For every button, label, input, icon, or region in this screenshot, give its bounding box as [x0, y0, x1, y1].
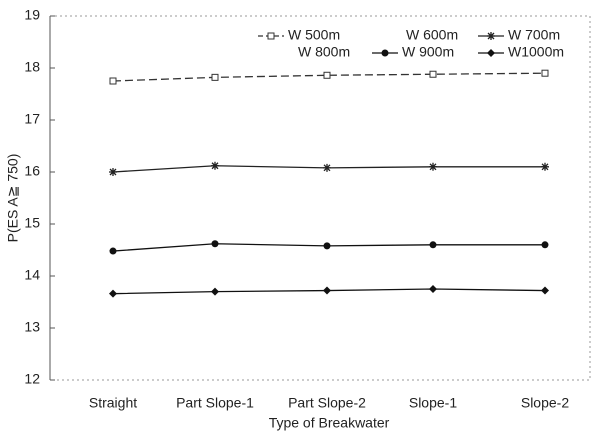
marker	[109, 77, 117, 85]
y-tick-label: 16	[24, 163, 40, 179]
x-tick-label: Slope-2	[521, 395, 569, 411]
marker	[109, 168, 117, 176]
y-tick-label: 17	[24, 111, 40, 127]
legend-label: W 600m	[406, 27, 458, 43]
legend-label: W 900m	[402, 44, 454, 60]
x-tick-label: Straight	[89, 395, 137, 411]
marker	[429, 241, 437, 249]
marker	[541, 162, 549, 171]
marker	[109, 247, 117, 255]
marker	[381, 49, 389, 57]
y-tick-label: 18	[24, 59, 40, 75]
marker	[211, 161, 219, 170]
y-tick-label: 15	[24, 215, 40, 231]
marker	[323, 242, 331, 250]
marker	[541, 241, 549, 249]
y-tick-label: 13	[24, 319, 40, 335]
y-tick-label: 14	[24, 267, 40, 283]
marker	[429, 70, 437, 78]
marker	[267, 32, 275, 40]
marker	[109, 289, 117, 298]
marker	[487, 32, 495, 40]
x-tick-label: Slope-1	[409, 395, 457, 411]
legend-label: W 500m	[288, 27, 340, 43]
y-tick-label: 19	[24, 7, 40, 23]
marker	[541, 69, 549, 77]
marker	[323, 286, 331, 295]
legend-label: W 800m	[298, 44, 350, 60]
x-axis-label: Type of Breakwater	[269, 415, 390, 431]
marker	[429, 285, 437, 293]
marker	[541, 286, 549, 295]
y-tick-label: 12	[24, 371, 40, 387]
plot-frame	[49, 15, 591, 381]
marker	[323, 71, 331, 79]
marker	[211, 73, 219, 81]
marker	[323, 163, 331, 172]
legend-label: W1000m	[508, 44, 564, 60]
x-tick-label: Part Slope-1	[176, 395, 254, 411]
marker	[211, 240, 219, 248]
marker	[487, 49, 495, 57]
legend-label: W 700m	[508, 27, 560, 43]
x-tick-label: Part Slope-2	[288, 395, 366, 411]
y-axis-label: P(ES A≧ 750)	[5, 154, 21, 243]
marker	[429, 162, 437, 171]
marker	[211, 287, 219, 296]
